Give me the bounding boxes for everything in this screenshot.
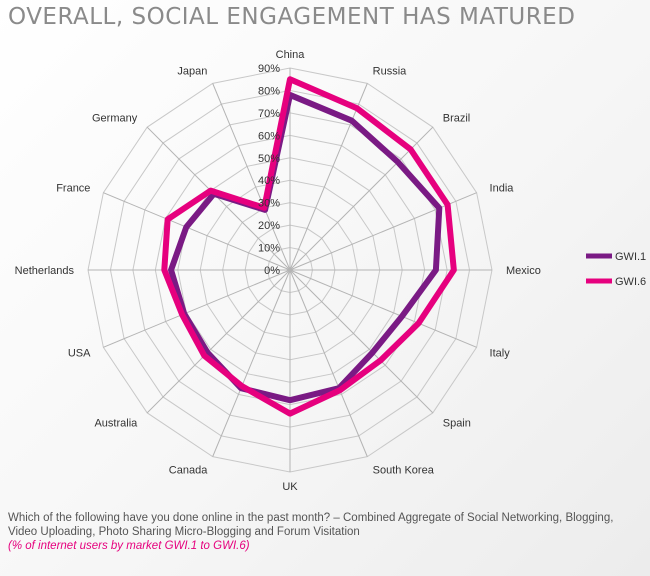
tick-label: 40% [258, 175, 280, 187]
category-label: Russia [373, 65, 408, 77]
chart-footer: Which of the following have you done onl… [8, 511, 628, 553]
axis-spoke [103, 269, 291, 348]
axis-spoke [289, 269, 368, 457]
tick-label: 20% [258, 220, 280, 232]
category-label: Italy [490, 348, 511, 360]
axis-spoke [289, 83, 368, 271]
axis-spoke [289, 269, 477, 348]
category-label: UK [282, 481, 298, 493]
category-label: Canada [169, 465, 208, 477]
tick-label: 50% [258, 153, 280, 165]
category-label: Netherlands [15, 265, 75, 277]
series-line [168, 91, 443, 404]
axis-spoke [103, 192, 291, 271]
radar-chart: 0% 10% 20% 30% 40% 50% 60% 70% 80% 90% China Russia… [15, 49, 647, 493]
category-label: France [56, 182, 90, 194]
tick-label: 70% [258, 108, 280, 120]
category-label: Spain [443, 418, 471, 430]
legend-label: GWI.1 [615, 251, 646, 263]
tick-label: 80% [258, 85, 280, 97]
tick-label: 30% [258, 198, 280, 210]
tick-label: 0% [264, 265, 280, 277]
axis-spoke [146, 126, 291, 271]
tick-label: 10% [258, 243, 280, 255]
question-text: Which of the following have you done onl… [8, 512, 614, 538]
tick-label: 90% [258, 63, 280, 75]
category-label: Brazil [443, 112, 471, 124]
category-label: India [490, 182, 515, 194]
category-label: USA [68, 348, 91, 360]
axis-spoke [146, 269, 291, 414]
axis-spoke [212, 269, 291, 457]
chart-title: OVERALL, SOCIAL ENGAGEMENT HAS MATURED [8, 4, 576, 30]
legend-label: GWI.6 [615, 276, 646, 288]
category-label: China [276, 49, 306, 61]
series-line [161, 76, 457, 417]
category-label: South Korea [373, 465, 435, 477]
axis-spoke [212, 83, 291, 271]
category-label: Mexico [506, 265, 541, 277]
axis-spoke [289, 269, 434, 414]
tick-label: 60% [258, 130, 280, 142]
category-label: Germany [92, 112, 138, 124]
category-label: Australia [94, 418, 138, 430]
category-label: Japan [177, 65, 207, 77]
note-text: (% of internet users by market GWI.1 to … [8, 540, 250, 552]
